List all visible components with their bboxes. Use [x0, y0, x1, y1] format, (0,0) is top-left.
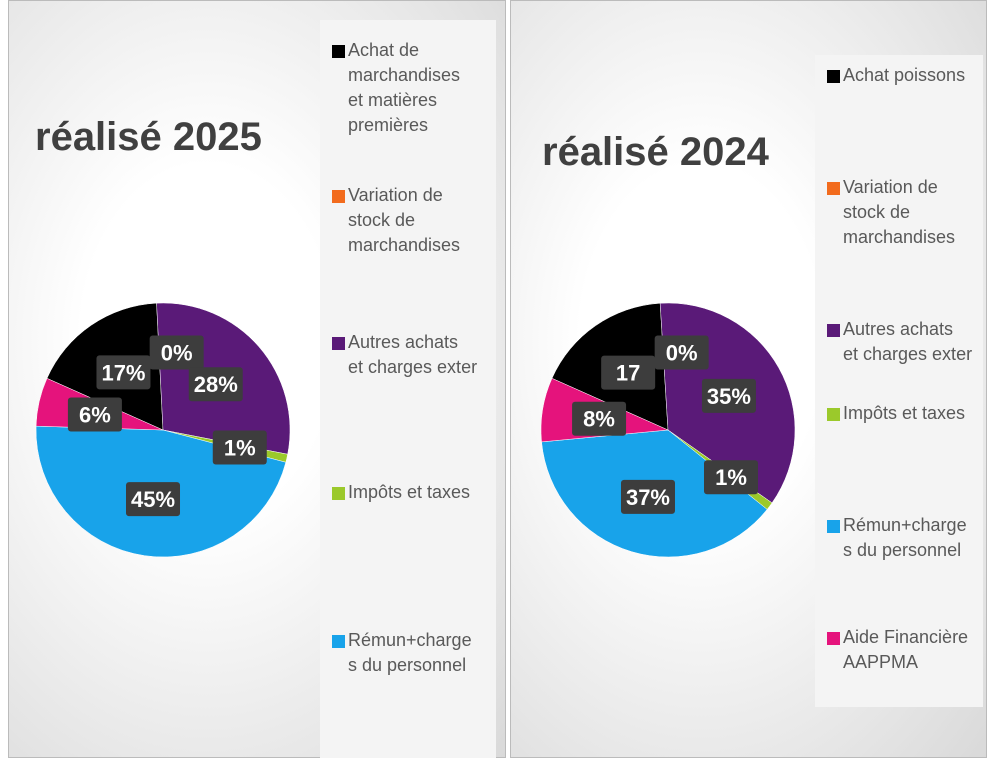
legend-item: Autres achats et charges exter — [823, 317, 973, 367]
data-label-box — [572, 401, 627, 436]
data-label: 37% — [626, 485, 670, 510]
data-label: 28% — [194, 372, 238, 397]
legend-item: Impôts et taxes — [328, 480, 478, 505]
legend-item: Variation de stock de marchandises — [328, 183, 478, 258]
legend-item: Achat de marchandises et matières premiè… — [328, 38, 478, 138]
data-label: 35% — [707, 384, 751, 409]
legend-item: Variation de stock de marchandises — [823, 175, 973, 250]
legend-item: Aide Financière AAPPMA — [823, 625, 973, 675]
legend: Achat de marchandises et matières premiè… — [320, 20, 496, 758]
legend-label: Achat poissons — [843, 65, 966, 85]
data-label-box — [126, 482, 181, 517]
legend-swatch — [332, 190, 345, 203]
legend-item: Autres achats et charges exter — [328, 330, 478, 380]
data-label: 1% — [224, 436, 256, 461]
data-label-box — [149, 335, 204, 370]
data-label: 0% — [666, 340, 698, 365]
legend-swatch — [332, 337, 345, 350]
data-label-box — [620, 479, 675, 514]
legend-label: Rémun+charges du personnel — [348, 630, 472, 675]
data-label-box — [67, 397, 122, 432]
data-label-box — [212, 430, 267, 465]
data-label: 6% — [79, 402, 111, 427]
data-label: 0% — [161, 340, 193, 365]
data-label-box — [704, 460, 759, 495]
legend-item: Rémun+charges du personnel — [823, 513, 973, 563]
legend-swatch — [332, 45, 345, 58]
legend-item: Achat poissons — [823, 63, 973, 88]
data-label: 8% — [583, 407, 615, 432]
legend: Achat poissons Variation de stock de marc… — [815, 55, 983, 707]
data-label: 17% — [101, 360, 145, 385]
legend-swatch — [332, 635, 345, 648]
legend-label: Autres achats et charges exter — [348, 332, 478, 377]
legend-label: Rémun+charges du personnel — [843, 515, 967, 560]
legend-label: Impôts et taxes — [348, 482, 471, 502]
chart-title: réalisé 2025 — [35, 115, 262, 159]
legend-label: Autres achats et charges exter — [843, 319, 973, 364]
data-label-box — [188, 367, 243, 402]
legend-swatch — [827, 632, 840, 645]
data-label-box — [701, 378, 756, 413]
data-label: 1% — [715, 465, 747, 490]
legend-swatch — [827, 182, 840, 195]
legend-swatch — [827, 520, 840, 533]
legend-label: Achat de marchandises et matières premiè… — [348, 40, 461, 135]
chart-title: réalisé 2024 — [542, 130, 770, 174]
legend-label: Aide Financière AAPPMA — [843, 627, 969, 672]
legend-item: Rémun+charges du personnel — [328, 628, 478, 678]
legend-swatch — [827, 70, 840, 83]
data-label-box — [654, 335, 709, 370]
legend-label: Variation de stock de marchandises — [348, 185, 461, 255]
legend-label: Impôts et taxes — [843, 403, 966, 423]
legend-swatch — [827, 324, 840, 337]
data-label: 45% — [131, 487, 175, 512]
data-label: 17 — [616, 361, 640, 386]
legend-swatch — [332, 487, 345, 500]
legend-label: Variation de stock de marchandises — [843, 177, 956, 247]
data-label-box — [601, 355, 656, 390]
legend-item: Impôts et taxes — [823, 401, 973, 426]
legend-swatch — [827, 408, 840, 421]
data-label-box — [96, 355, 151, 390]
